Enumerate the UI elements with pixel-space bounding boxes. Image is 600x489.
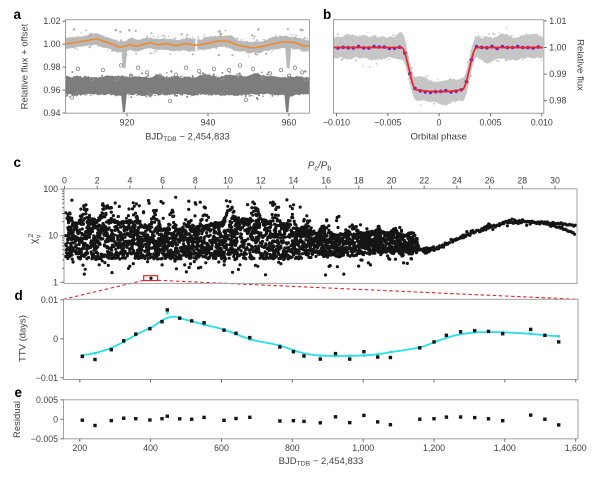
- svg-text:0.96: 0.96: [43, 85, 60, 95]
- svg-text:0: 0: [62, 175, 67, 185]
- svg-text:16: 16: [321, 175, 331, 185]
- svg-text:960: 960: [282, 118, 297, 128]
- svg-text:18: 18: [354, 175, 364, 185]
- svg-text:940: 940: [201, 118, 216, 128]
- svg-text:26: 26: [485, 175, 495, 185]
- svg-text:e: e: [15, 385, 23, 400]
- svg-text:1.02: 1.02: [43, 16, 60, 26]
- svg-text:0.99: 0.99: [549, 69, 566, 79]
- svg-text:0.98: 0.98: [43, 62, 60, 72]
- svg-text:28: 28: [517, 175, 527, 185]
- svg-text:Pc/Pb: Pc/Pb: [308, 161, 332, 173]
- svg-text:12: 12: [256, 175, 266, 185]
- svg-text:0.010: 0.010: [531, 118, 553, 128]
- svg-text:−0.005: −0.005: [374, 118, 401, 128]
- svg-text:920: 920: [120, 118, 135, 128]
- svg-text:0: 0: [53, 334, 58, 344]
- svg-text:1,400: 1,400: [494, 443, 516, 453]
- svg-text:Orbital phase: Orbital phase: [410, 132, 467, 143]
- svg-text:8: 8: [193, 175, 198, 185]
- svg-text:10: 10: [48, 231, 58, 241]
- svg-text:1: 1: [53, 277, 58, 287]
- svg-text:1.01: 1.01: [549, 16, 566, 26]
- svg-text:200: 200: [72, 443, 87, 453]
- svg-text:1.00: 1.00: [43, 39, 60, 49]
- svg-text:0: 0: [437, 118, 442, 128]
- svg-text:400: 400: [143, 443, 158, 453]
- svg-text:BJDTDB − 2,454,833: BJDTDB − 2,454,833: [145, 132, 230, 144]
- svg-text:0.94: 0.94: [43, 108, 60, 118]
- svg-text:Residual: Residual: [12, 401, 23, 438]
- svg-text:Relative flux: Relative flux: [575, 39, 586, 91]
- svg-text:6: 6: [160, 175, 165, 185]
- svg-text:0.005: 0.005: [36, 395, 58, 405]
- svg-text:d: d: [15, 288, 23, 303]
- svg-text:Relative flux + offset: Relative flux + offset: [20, 23, 31, 109]
- svg-text:24: 24: [452, 175, 462, 185]
- svg-text:1,600: 1,600: [565, 443, 587, 453]
- svg-text:4: 4: [127, 175, 132, 185]
- svg-text:−0.01: −0.01: [36, 373, 58, 383]
- svg-text:0.005: 0.005: [479, 118, 501, 128]
- svg-text:10: 10: [223, 175, 233, 185]
- svg-text:0: 0: [53, 414, 58, 424]
- svg-text:0.01: 0.01: [41, 295, 58, 305]
- svg-text:800: 800: [285, 443, 300, 453]
- svg-text:2: 2: [95, 175, 100, 185]
- svg-text:−0.005: −0.005: [31, 434, 58, 444]
- svg-text:a: a: [14, 7, 22, 22]
- svg-text:1,000: 1,000: [352, 443, 374, 453]
- svg-text:TTV (days): TTV (days): [18, 315, 29, 362]
- svg-text:20: 20: [387, 175, 397, 185]
- svg-text:c: c: [14, 155, 22, 170]
- svg-text:−0.010: −0.010: [323, 118, 350, 128]
- svg-text:b: b: [323, 7, 331, 22]
- svg-text:χ2ν: χ2ν: [28, 234, 42, 244]
- svg-text:30: 30: [550, 175, 560, 185]
- svg-text:14: 14: [289, 175, 299, 185]
- svg-text:22: 22: [419, 175, 429, 185]
- svg-text:1,200: 1,200: [423, 443, 445, 453]
- svg-text:600: 600: [214, 443, 229, 453]
- svg-text:100: 100: [43, 184, 58, 194]
- svg-text:1.00: 1.00: [549, 43, 566, 53]
- svg-text:BJDTDB − 2,454,833: BJDTDB − 2,454,833: [279, 456, 364, 468]
- svg-text:0.98: 0.98: [549, 96, 566, 106]
